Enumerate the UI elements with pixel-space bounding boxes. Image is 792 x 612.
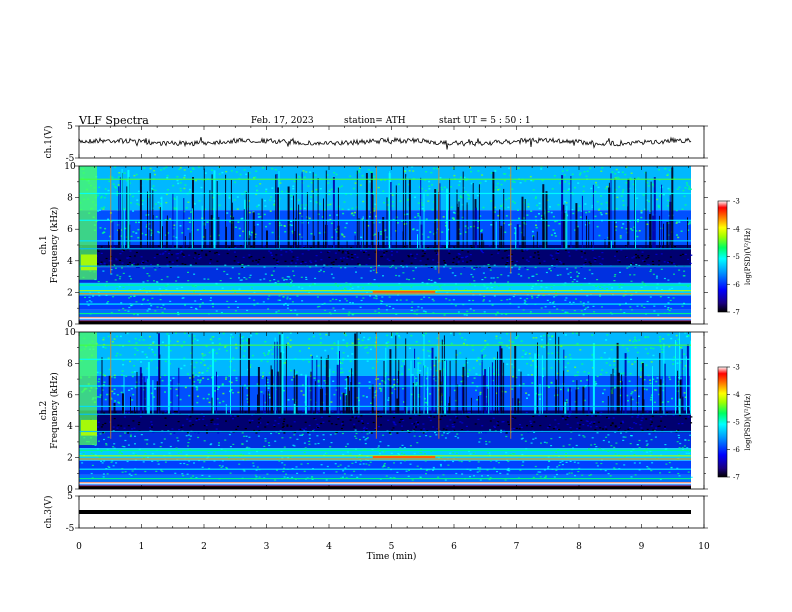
y-tick-label-ch1-spectrogram: 4 [67, 257, 73, 267]
x-tick-label: 1 [139, 542, 145, 552]
x-tick-label: 10 [698, 542, 710, 552]
date-label: Feb. 17, 2023 [251, 116, 314, 126]
ch2-spectrogram-colorbar-label: log(PSD)(V²/Hz) [744, 393, 752, 450]
chart-title: VLF Spectra [79, 114, 149, 127]
y-tick-label-ch2-spectrogram: 0 [67, 485, 73, 495]
y-tick-label-ch1-spectrogram: 10 [64, 162, 76, 172]
ch2-spectrogram-ylabel: ch.2 [39, 401, 49, 420]
spectrogram-image-ch1 [79, 166, 693, 324]
colorbar-tick-label-ch1-spectrogram: -5 [733, 253, 740, 261]
y-tick-label-ch1-spectrogram: 0 [67, 320, 73, 330]
ch2-spectrogram-ylabel: Frequency (kHz) [49, 372, 60, 449]
ch1-spectrogram-colorbar [717, 200, 728, 313]
colorbar-tick-label-ch2-spectrogram: -3 [733, 364, 740, 372]
y-tick-label-ch1-spectrogram: 2 [67, 288, 73, 298]
x-tick-label: 4 [326, 542, 332, 552]
y-tick-label-ch2-spectrogram: 2 [67, 454, 73, 464]
start-time-label: start UT = 5 : 50 : 1 [439, 116, 531, 126]
x-tick-label: 9 [639, 542, 645, 552]
colorbar-tick-label-ch2-spectrogram: -6 [733, 446, 740, 454]
y-tick-label-ch1-waveform: 5 [67, 122, 73, 132]
y-tick-label-ch2-spectrogram: 10 [64, 328, 76, 338]
y-tick-label-ch3-waveform: 5 [67, 492, 73, 502]
x-tick-label: 8 [576, 542, 582, 552]
colorbar-tick-label-ch1-spectrogram: -7 [733, 309, 740, 317]
colorbar-tick-label-ch2-spectrogram: -4 [733, 391, 740, 399]
y-tick-label-ch1-waveform: -5 [66, 154, 75, 164]
ch1-waveform-ylabel: ch.1(V) [43, 126, 54, 159]
colorbar-tick-label-ch1-spectrogram: -3 [733, 198, 740, 206]
colorbar-tick-label-ch1-spectrogram: -4 [733, 225, 740, 233]
ch1-spectrogram-ylabel: Frequency (kHz) [49, 207, 60, 284]
x-tick-label: 2 [201, 542, 207, 552]
ch3-waveform-trace [79, 510, 691, 514]
spectrogram-image-ch2 [79, 332, 693, 489]
x-tick-label: 3 [264, 542, 270, 552]
x-tick-label: 5 [389, 542, 395, 552]
ch1-waveform-trace [78, 136, 692, 150]
y-tick-label-ch2-spectrogram: 4 [67, 422, 73, 432]
y-tick-label-ch1-spectrogram: 6 [67, 225, 73, 235]
x-tick-label: 0 [76, 542, 82, 552]
station-label: station= ATH [344, 116, 406, 126]
colorbar-tick-label-ch2-spectrogram: -5 [733, 419, 740, 427]
ch1-spectrogram-ylabel: ch.1 [39, 235, 49, 254]
y-tick-label-ch3-waveform: -5 [66, 524, 75, 534]
ch3-waveform-ylabel: ch.3(V) [43, 496, 54, 529]
ch2-spectrogram-colorbar [717, 366, 728, 478]
x-tick-label: 7 [514, 542, 520, 552]
x-axis-label: Time (min) [367, 551, 417, 562]
x-tick-label: 6 [451, 542, 457, 552]
colorbar-tick-label-ch2-spectrogram: -7 [733, 474, 740, 482]
colorbar-tick-label-ch1-spectrogram: -6 [733, 281, 740, 289]
y-tick-label-ch2-spectrogram: 6 [67, 391, 73, 401]
y-tick-label-ch1-spectrogram: 8 [67, 194, 73, 204]
ch1-spectrogram-colorbar-label: log(PSD)(V²/Hz) [744, 228, 752, 285]
y-tick-label-ch2-spectrogram: 8 [67, 359, 73, 369]
